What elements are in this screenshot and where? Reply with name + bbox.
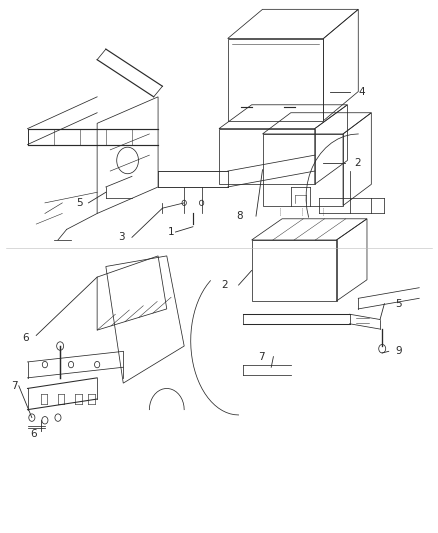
Text: 2: 2 xyxy=(354,158,360,168)
Text: 3: 3 xyxy=(118,232,124,243)
Text: 5: 5 xyxy=(76,198,83,208)
Text: 4: 4 xyxy=(358,86,365,96)
Text: 6: 6 xyxy=(31,429,37,439)
Text: 7: 7 xyxy=(258,352,265,361)
Text: 9: 9 xyxy=(395,346,402,357)
Text: 8: 8 xyxy=(237,211,243,221)
Text: 1: 1 xyxy=(168,227,174,237)
Text: 6: 6 xyxy=(22,333,28,343)
Text: 2: 2 xyxy=(221,280,228,290)
Text: 5: 5 xyxy=(395,298,402,309)
Text: 7: 7 xyxy=(11,381,18,391)
